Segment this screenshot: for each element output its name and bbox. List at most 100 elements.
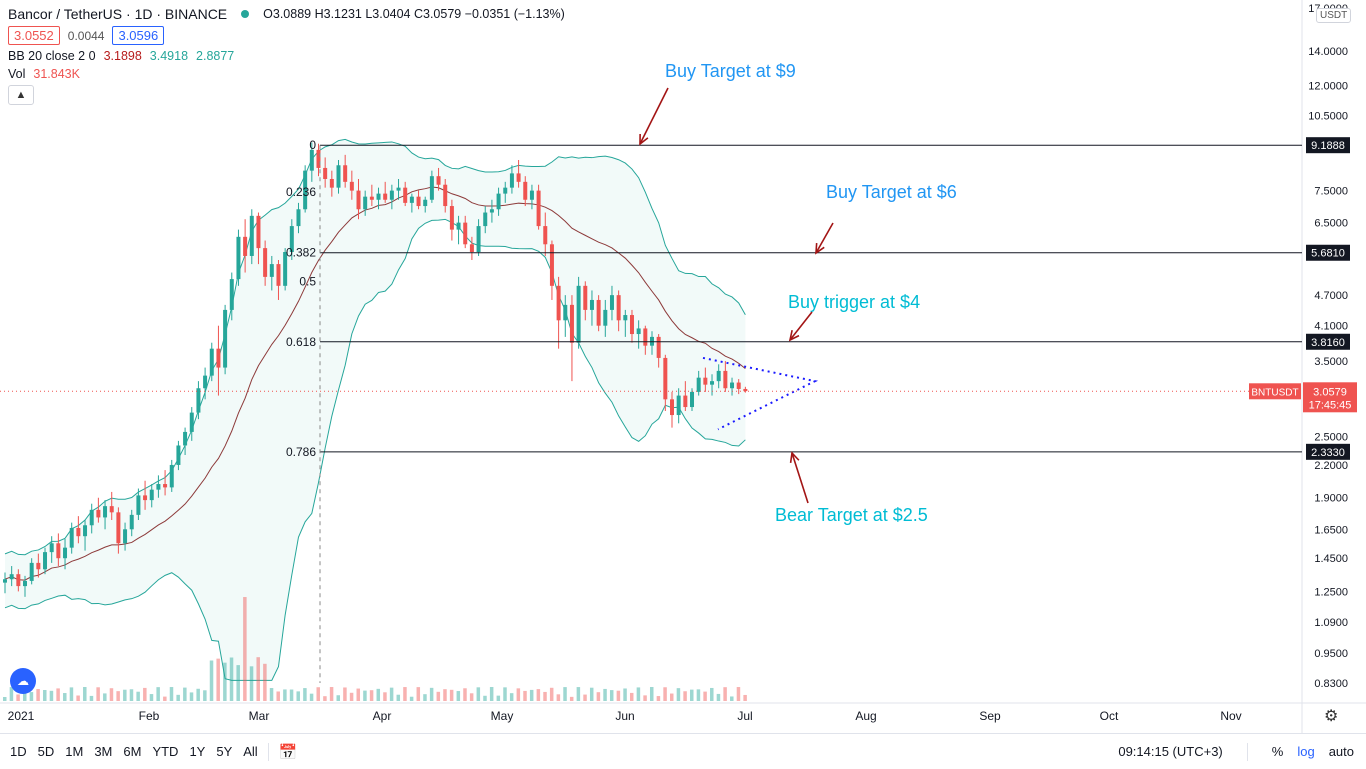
candle-body — [169, 464, 174, 488]
volume-bar — [649, 687, 654, 701]
candle-body — [63, 547, 68, 559]
volume-bar — [443, 689, 447, 701]
candle-body — [343, 165, 348, 182]
buy-price-button[interactable]: 3.0596 — [112, 26, 165, 45]
candle-body — [496, 193, 501, 210]
volume-bar — [690, 689, 694, 701]
candle-body — [9, 574, 14, 580]
price-tick-label: 0.8300 — [1314, 678, 1348, 690]
price-tick-label: 2.5000 — [1314, 431, 1348, 443]
price-level-label: 5.6810 — [1311, 248, 1345, 260]
calendar-range-icon[interactable]: 📅 — [278, 743, 298, 761]
symbol-title[interactable]: Bancor / TetherUS · 1D · BINANCE — [8, 6, 228, 22]
volume-bar — [109, 688, 114, 701]
volume-bar — [176, 694, 180, 701]
clock-timezone[interactable]: 09:14:15 (UTC+3) — [1118, 744, 1223, 759]
price-chart[interactable]: 0 0.236 0.382 0.5 0.618 0.786 Buy Target at $9… — [0, 0, 1366, 733]
candle-body — [356, 190, 361, 210]
timeframe-ytd[interactable]: YTD — [152, 744, 179, 759]
candle-body — [316, 149, 321, 168]
candle-body — [243, 236, 248, 256]
candle-body — [383, 193, 388, 200]
spread-value: 0.0044 — [67, 28, 105, 43]
volume-bar — [636, 687, 641, 701]
candle-body — [249, 215, 254, 256]
timeframe-all[interactable]: All — [243, 744, 258, 759]
volume-bar — [403, 687, 407, 701]
volume-bar — [116, 691, 120, 701]
volume-bar — [623, 688, 627, 701]
volume-bar — [663, 687, 667, 701]
volume-bar — [323, 696, 327, 701]
candle-body — [3, 579, 7, 583]
bear-arrow-head — [789, 451, 800, 464]
volume-bar — [136, 691, 140, 701]
candle-body — [409, 196, 414, 203]
volume-bar — [676, 688, 681, 701]
volume-bar — [730, 696, 734, 701]
vol-value: 31.843K — [33, 67, 80, 81]
candle-body — [503, 187, 508, 194]
price-level-label: 2.3330 — [1311, 447, 1345, 459]
volume-bar — [476, 687, 481, 701]
percent-scale-toggle[interactable]: % — [1271, 744, 1284, 759]
volume-bar — [716, 693, 721, 701]
timeframe-3m[interactable]: 3M — [94, 744, 113, 759]
timeframe-5d[interactable]: 5D — [37, 744, 55, 759]
triangle-pattern — [702, 356, 819, 431]
candle-body — [676, 395, 681, 416]
volume-bar — [283, 689, 287, 701]
volume-bar — [363, 690, 367, 701]
timeframe-5y[interactable]: 5Y — [216, 744, 233, 759]
bb-upper-value: 3.4918 — [149, 49, 189, 63]
chevron-up-icon[interactable]: ▲ — [8, 85, 34, 105]
volume-bar — [569, 696, 574, 701]
volume-bar — [703, 691, 707, 701]
volume-bar — [9, 687, 14, 701]
bb-basis-value: 3.1898 — [103, 49, 142, 63]
symbol-tag-box — [1249, 383, 1301, 400]
timeframe-6m[interactable]: 6M — [123, 744, 142, 759]
volume-bar — [203, 690, 207, 701]
price-level-label: 9.1888 — [1311, 140, 1345, 152]
buy-target-6-label: Buy Target at $6 — [826, 182, 957, 202]
timeframe-1d[interactable]: 1D — [10, 744, 27, 759]
candle-body — [56, 543, 61, 559]
volume-legend[interactable]: Vol 31.843K — [8, 67, 565, 81]
candle-body — [523, 181, 528, 200]
volume-bar — [629, 692, 634, 701]
volume-bar — [549, 687, 554, 701]
timeframe-1y[interactable]: 1Y — [189, 744, 206, 759]
time-tick-label: Jul — [737, 709, 752, 723]
gear-icon[interactable]: ⚙ — [1324, 708, 1339, 725]
candle-body — [136, 495, 141, 515]
volume-bar — [529, 689, 534, 701]
candle-body — [609, 295, 614, 310]
candle-body — [449, 206, 454, 230]
time-tick-label: 2021 — [8, 709, 35, 723]
log-scale-toggle[interactable]: log — [1297, 744, 1315, 759]
candle-body — [536, 190, 541, 227]
volume-bar — [236, 665, 240, 701]
candle-body — [389, 190, 394, 200]
auto-scale-toggle[interactable]: auto — [1328, 744, 1354, 759]
trigger4-arrow-head — [788, 330, 800, 342]
bb-indicator-legend[interactable]: BB 20 close 2 0 3.1898 3.4918 2.8877 — [8, 49, 565, 63]
volume-bar — [449, 689, 454, 701]
buy6-arrow-head — [815, 242, 825, 255]
timeframe-1m[interactable]: 1M — [65, 744, 84, 759]
volume-bar — [49, 690, 54, 701]
time-tick-label: May — [491, 709, 514, 723]
volume-bar — [616, 690, 621, 701]
price-level-marker — [1306, 443, 1350, 460]
candle-body — [396, 187, 401, 191]
sell-price-button[interactable]: 3.0552 — [8, 26, 60, 45]
volume-bar — [256, 657, 260, 701]
buy9-arrow-head — [639, 133, 649, 146]
volume-bar — [509, 693, 514, 701]
candle-body — [129, 514, 134, 530]
tradingview-logo-icon[interactable]: ☁ — [10, 668, 36, 694]
currency-badge[interactable]: USDT — [1316, 8, 1352, 23]
candle-body — [76, 527, 81, 537]
candle-body — [576, 285, 581, 343]
